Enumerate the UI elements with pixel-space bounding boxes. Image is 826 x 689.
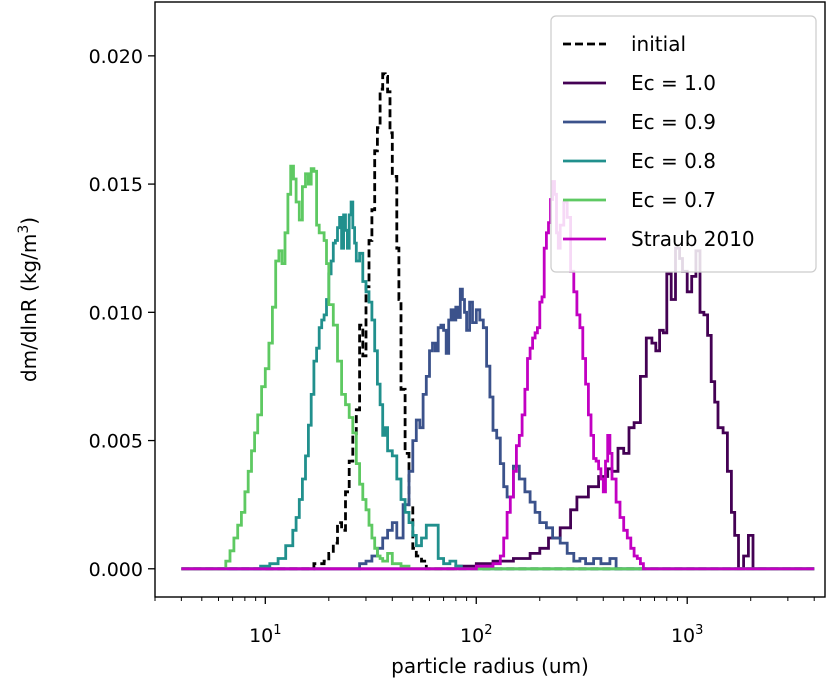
legend: initial Ec = 1.0 Ec = 0.9 Ec = 0.8 Ec = 0.7 S… <box>550 15 817 273</box>
series-line-4 <box>181 164 815 571</box>
x-tick-label-exp: 2 <box>484 623 492 638</box>
x-axis-label: particle radius (um) <box>391 654 589 678</box>
y-axis-label-base: dm/dlnR (kg/m <box>17 234 41 382</box>
x-tick-label-base: 10 <box>460 625 484 647</box>
plot-area <box>181 72 815 571</box>
x-tick-label: 102 <box>460 623 492 647</box>
y-axis-label-close: ) <box>17 217 41 225</box>
y-axis-label-sup: 3 <box>16 225 32 234</box>
legend-box <box>550 15 817 273</box>
legend-label: Ec = 0.8 <box>631 149 716 173</box>
x-tick-label-exp: 3 <box>695 623 703 638</box>
x-tick-label: 101 <box>249 623 281 647</box>
y-tick-label: 0.010 <box>89 302 143 324</box>
series-line-0 <box>181 72 815 571</box>
legend-label: Ec = 1.0 <box>631 71 716 95</box>
y-tick-label: 0.000 <box>89 559 143 581</box>
y-axis-label: dm/dlnR (kg/m3) <box>16 217 41 382</box>
legend-label: Straub 2010 <box>631 227 755 251</box>
series-line-2 <box>181 287 815 571</box>
y-axis: 0.000 0.005 0.010 0.015 0.020 <box>89 46 155 581</box>
x-axis: 101 102 103 <box>154 597 815 647</box>
y-tick-label: 0.005 <box>89 431 143 453</box>
x-tick-label-exp: 1 <box>273 623 281 638</box>
y-tick-label: 0.015 <box>89 174 143 196</box>
legend-label: Ec = 0.7 <box>631 188 716 212</box>
axes-frame <box>154 1 826 598</box>
legend-label: initial <box>631 32 686 56</box>
x-tick-label-base: 10 <box>671 625 695 647</box>
y-tick-label: 0.020 <box>89 46 143 68</box>
x-tick-label-base: 10 <box>249 625 273 647</box>
legend-label: Ec = 0.9 <box>631 110 716 134</box>
x-tick-label: 103 <box>671 623 703 647</box>
series-line-3 <box>181 200 815 571</box>
